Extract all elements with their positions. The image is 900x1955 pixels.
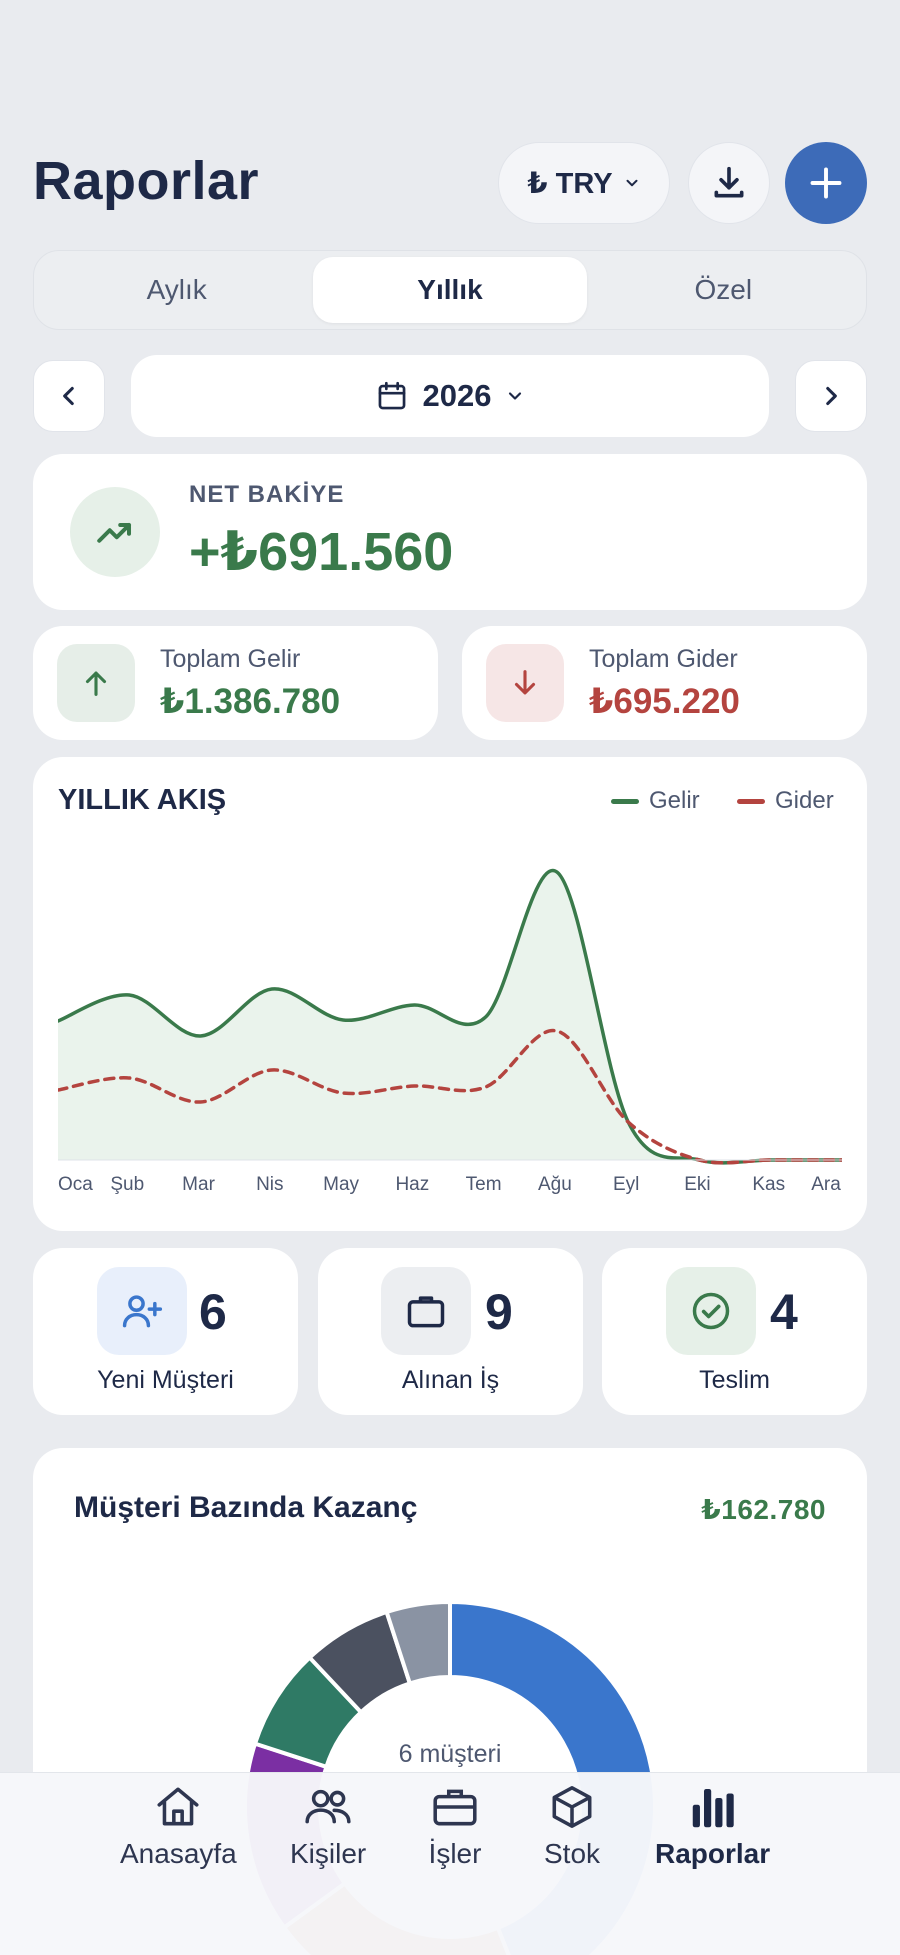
jobs-taken-label: Alınan İş: [401, 1366, 500, 1394]
briefcase-icon: [381, 1267, 471, 1355]
legend-income-label: Gelir: [649, 787, 700, 814]
expense-value: ₺695.220: [589, 682, 740, 721]
x-tick-label: Ağu: [538, 1174, 572, 1195]
legend-income-swatch: [611, 798, 639, 804]
chart-title: YILLIK AKIŞ: [58, 784, 227, 816]
home-icon: [151, 1780, 205, 1834]
download-icon: [714, 166, 744, 198]
year-label: 2026: [422, 378, 492, 413]
period-segmented-control: Aylık Yıllık Özel: [33, 250, 867, 330]
chevron-down-icon: [623, 167, 641, 200]
expense-label: Toplam Gider: [589, 645, 738, 673]
customer-earnings-title: Müşteri Bazında Kazanç: [74, 1491, 418, 1524]
delivered-value: 4: [770, 1284, 798, 1340]
download-button[interactable]: [688, 142, 770, 224]
x-tick-label: Kas: [752, 1174, 785, 1195]
x-tick-label: Nis: [256, 1174, 283, 1195]
chevron-right-icon: [826, 386, 837, 406]
x-tick-label: Şub: [110, 1174, 144, 1195]
x-tick-label: Oca: [58, 1174, 93, 1195]
tab-yearly[interactable]: Yıllık: [313, 257, 587, 323]
currency-selector[interactable]: ₺ TRY: [498, 142, 670, 224]
tab-custom[interactable]: Özel: [694, 274, 753, 305]
net-balance-value: +₺691.560: [189, 522, 454, 582]
x-tick-label: Haz: [395, 1174, 429, 1195]
x-tick-label: Mar: [182, 1174, 215, 1195]
tabbar-item-home[interactable]: Anasayfa: [120, 1780, 237, 1880]
x-tick-label: Tem: [466, 1174, 502, 1195]
legend-expense-swatch: [737, 798, 765, 804]
x-tick-label: Eyl: [613, 1174, 639, 1195]
add-button[interactable]: [785, 142, 867, 224]
chevron-left-icon: [63, 386, 74, 406]
arrow-down-icon: [486, 644, 564, 722]
jobs-taken-value: 9: [485, 1284, 513, 1340]
briefcase-icon: [428, 1780, 482, 1834]
new-customers-label: Yeni Müşteri: [97, 1366, 234, 1394]
new-customers-value: 6: [199, 1284, 227, 1340]
customer-earnings-total: ₺162.780: [701, 1494, 826, 1525]
legend-expense-label: Gider: [775, 787, 834, 814]
tabbar-item-stock[interactable]: Stok: [544, 1780, 600, 1880]
legend-expense: Gider: [737, 787, 834, 815]
trending-up-icon: [70, 487, 160, 577]
tabbar-label-home: Anasayfa: [120, 1838, 237, 1869]
bar-chart-icon: [686, 1780, 740, 1834]
income-value: ₺1.386.780: [160, 682, 341, 721]
net-balance-card: [33, 454, 867, 610]
tabbar-item-jobs[interactable]: İşler: [428, 1780, 482, 1880]
legend-income: Gelir: [611, 787, 700, 815]
currency-label: ₺ TRY: [527, 167, 613, 200]
income-label: Toplam Gelir: [160, 645, 301, 673]
calendar-icon: [378, 381, 405, 410]
previous-period-button[interactable]: [33, 360, 105, 432]
delivered-label: Teslim: [699, 1366, 770, 1394]
tabbar-label-reports: Raporlar: [655, 1838, 771, 1869]
tabbar-item-reports[interactable]: Raporlar: [655, 1780, 770, 1880]
plus-icon: [810, 167, 842, 199]
check-circle-icon: [666, 1267, 756, 1355]
year-selector[interactable]: 2026: [131, 355, 769, 437]
donut-slice-6[interactable]: [384, 1599, 452, 1686]
income-area: [58, 870, 842, 1163]
user-plus-icon: [97, 1267, 187, 1355]
box-icon: [545, 1780, 599, 1834]
tabbar-label-jobs: İşler: [428, 1838, 482, 1869]
yearly-flow-chart: Oca Şub Mar Nis May Haz Tem Ağu Eyl Eki Kas Ara: [58, 868, 842, 1195]
donut-center-label: 6 müşteri: [398, 1740, 502, 1768]
next-period-button[interactable]: [795, 360, 867, 432]
tabbar-label-people: Kişiler: [290, 1838, 367, 1869]
net-balance-label: NET BAKİYE: [189, 481, 345, 508]
chevron-down-icon: [509, 392, 522, 400]
tabbar-item-people[interactable]: Kişiler: [290, 1780, 366, 1880]
tabbar-label-stock: Stok: [544, 1838, 601, 1869]
bottom-tab-bar: [0, 1772, 900, 1955]
people-icon: [301, 1780, 355, 1834]
x-tick-label: Ara: [811, 1174, 841, 1195]
page-title: Raporlar: [33, 151, 260, 211]
x-tick-label: Eki: [684, 1174, 710, 1195]
x-tick-label: May: [323, 1174, 359, 1195]
arrow-up-icon: [57, 644, 135, 722]
tab-monthly[interactable]: Aylık: [146, 274, 207, 305]
